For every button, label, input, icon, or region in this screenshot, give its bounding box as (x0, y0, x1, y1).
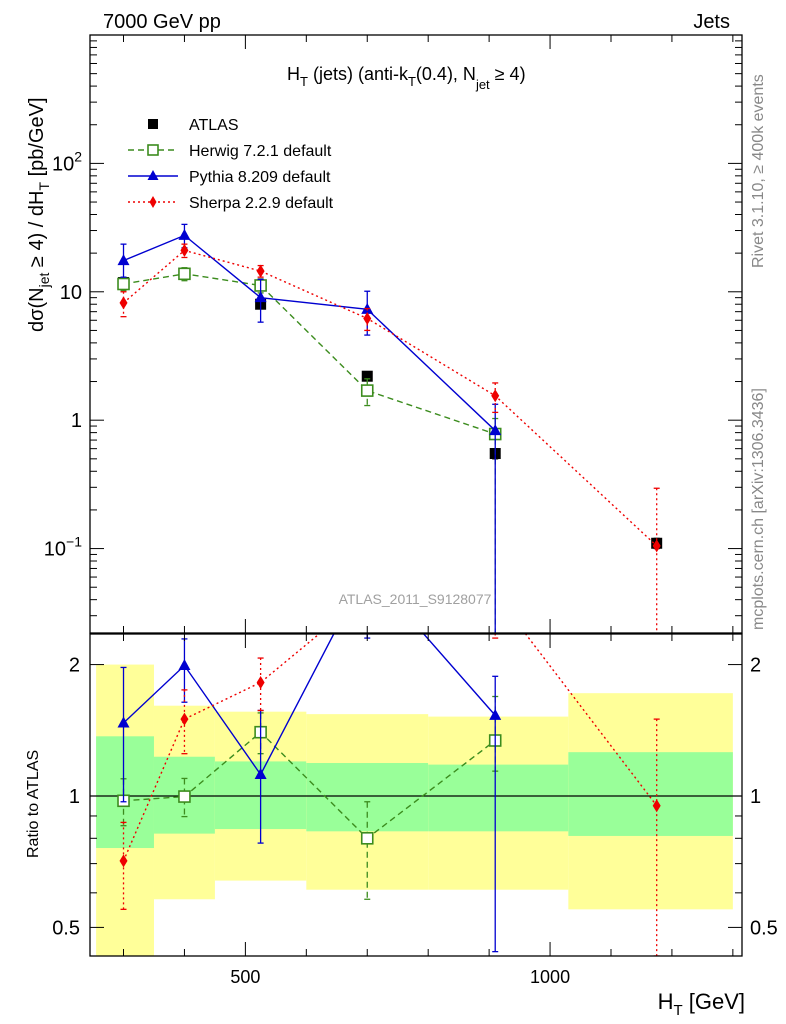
y-ratio-tick-label-right: 0.5 (750, 917, 778, 939)
sherpa-point (652, 539, 661, 553)
herwig-point (360, 384, 374, 397)
sherpa-point (491, 389, 500, 403)
y-ratio-tick-label-right: 1 (750, 786, 761, 808)
inner-band-bin (428, 764, 569, 832)
y-main-tick-label: 102 (52, 148, 82, 175)
legend-sherpa-marker (149, 196, 157, 208)
y-main-tick-label: 1 (71, 410, 82, 432)
mcplots-label: mcplots.cern.ch [arXiv:1306.3436] (750, 388, 767, 630)
legend-atlas-label: ATLAS (189, 117, 239, 134)
inner-band-bin (306, 763, 429, 832)
pythia-ratio-point (178, 659, 191, 671)
sherpa-point (363, 311, 372, 325)
pythia-ratio-point (361, 563, 373, 574)
pythia-point (117, 254, 130, 266)
y-axis-main-title: dσ(Njet ≥ 4) / dHT [pb/GeV] (26, 97, 52, 332)
pythia-point (254, 291, 267, 303)
ratio-panel-series (117, 563, 661, 956)
pythia-line (123, 234, 496, 432)
x-tick-label: 500 (230, 967, 260, 987)
sherpa-point (119, 296, 128, 310)
herwig-ratio-point (178, 790, 191, 803)
sherpa-point (256, 264, 265, 278)
uncertainty-bands (96, 664, 733, 956)
pythia-point (489, 424, 502, 436)
plot-title: HT (jets) (anti-kT(0.4), Njet ≥ 4) (287, 64, 526, 92)
y-ratio-tick-label-left: 2 (69, 655, 80, 677)
main-panel-series (117, 223, 663, 633)
inner-band-bin (568, 752, 733, 836)
legend-herwig-label: Herwig 7.2.1 default (189, 143, 332, 160)
legend-pythia-label: Pythia 8.209 default (189, 169, 331, 186)
y-axis-ratio-title: Ratio to ATLAS (25, 750, 42, 858)
legend-atlas-marker (148, 119, 158, 129)
y-main-tick-label: 10−1 (44, 534, 82, 561)
sherpa-ratio-point (256, 675, 265, 689)
sherpa-ratio-point (119, 854, 128, 868)
header-left-label: 7000 GeV pp (103, 11, 221, 33)
herwig-ratio-point (360, 831, 374, 845)
inner-band-bin (96, 736, 154, 849)
main-panel-frame (89, 34, 743, 634)
ratio-panel-frame (89, 633, 743, 957)
pythia-ratio-point (254, 768, 267, 780)
y-ratio-tick-label-left: 0.5 (52, 917, 80, 939)
legend-pythia-marker (147, 170, 159, 180)
x-axis-title: HT [GeV] (658, 989, 745, 1019)
legend-sherpa-label: Sherpa 2.2.9 default (189, 195, 334, 212)
pythia-point (178, 228, 191, 240)
y-main-tick-label: 10 (60, 282, 82, 304)
sherpa-ratio-point (652, 799, 661, 813)
sherpa-line (123, 249, 658, 547)
rivet-version-label: Rivet 3.1.10, ≥ 400k events (750, 74, 767, 268)
herwig-line (123, 273, 496, 435)
legend: ATLAS Herwig 7.2.1 default Pythia 8.209 de… (128, 117, 334, 212)
x-tick-label: 1000 (530, 967, 570, 987)
analysis-watermark: ATLAS_2011_S9128077 (339, 591, 492, 607)
y-ratio-tick-label-right: 2 (750, 655, 761, 677)
atlas-point (361, 370, 373, 382)
herwig-point (178, 267, 191, 281)
herwig-point (117, 277, 130, 291)
pythia-ratio-point (117, 716, 130, 728)
header-right-label: Jets (693, 11, 730, 33)
sherpa-ratio-point (180, 712, 189, 726)
y-ratio-tick-label-left: 1 (69, 786, 80, 808)
legend-herwig-marker (147, 144, 159, 156)
pythia-ratio-point (489, 708, 502, 720)
axes-ticks: 500 1000 10−1 1 10 102 0.5 0.5 1 1 2 2 (44, 35, 778, 987)
sherpa-point (180, 243, 189, 257)
